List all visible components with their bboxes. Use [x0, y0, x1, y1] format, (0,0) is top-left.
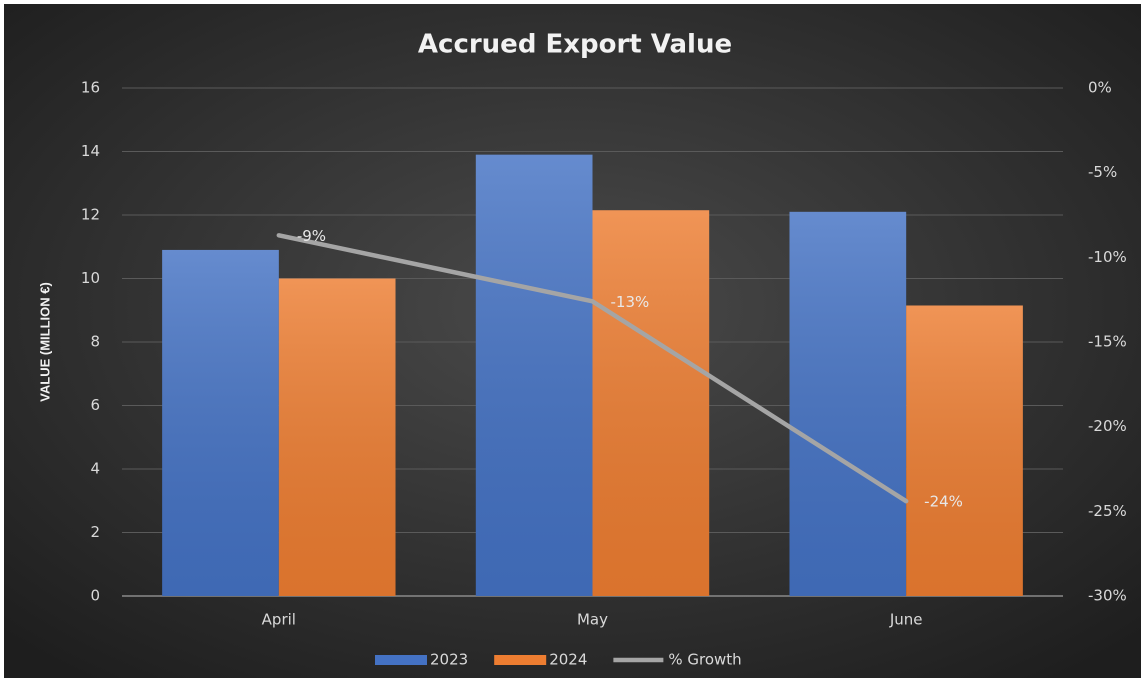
y-tick-label: 12	[81, 206, 100, 224]
bar-shade	[592, 210, 710, 597]
y2-tick-label: -5%	[1088, 163, 1117, 181]
y-tick-label: 16	[81, 79, 100, 97]
chart-title: Accrued Export Value	[418, 30, 732, 60]
bar-shade	[162, 249, 279, 597]
y2-tick-label: 0%	[1088, 79, 1112, 97]
y2-tick-label: -30%	[1088, 587, 1127, 605]
bar-shade	[789, 211, 907, 596]
legend-label: % Growth	[668, 651, 741, 669]
y-tick-label: 6	[90, 396, 100, 414]
data-label: -24%	[924, 493, 963, 511]
y2-tick-label: -20%	[1088, 417, 1127, 435]
bar-shade	[278, 278, 396, 596]
x-tick-label: April	[262, 611, 296, 629]
legend-swatch	[494, 655, 547, 665]
legend-label: 2023	[430, 651, 468, 669]
legend-swatch	[375, 655, 427, 665]
y2-tick-label: -25%	[1088, 502, 1127, 520]
legend-label: 2024	[549, 651, 587, 669]
y-tick-label: 2	[90, 523, 100, 541]
y-tick-label: 10	[81, 269, 100, 287]
y-tick-label: 8	[90, 333, 100, 351]
y-tick-label: 14	[81, 142, 100, 160]
bar-shade	[906, 305, 1023, 596]
x-tick-label: May	[577, 611, 608, 629]
bar-shade	[475, 154, 593, 597]
y-axis-title: VALUE (MILLION €)	[37, 282, 52, 402]
x-tick-label: June	[889, 611, 923, 629]
y-tick-label: 4	[90, 460, 100, 478]
y2-tick-label: -10%	[1088, 248, 1127, 266]
y-tick-label: 0	[90, 587, 100, 605]
growth-line	[276, 233, 909, 504]
y2-tick-label: -15%	[1088, 333, 1127, 351]
data-label: -9%	[297, 227, 326, 245]
data-label: -13%	[611, 293, 650, 311]
